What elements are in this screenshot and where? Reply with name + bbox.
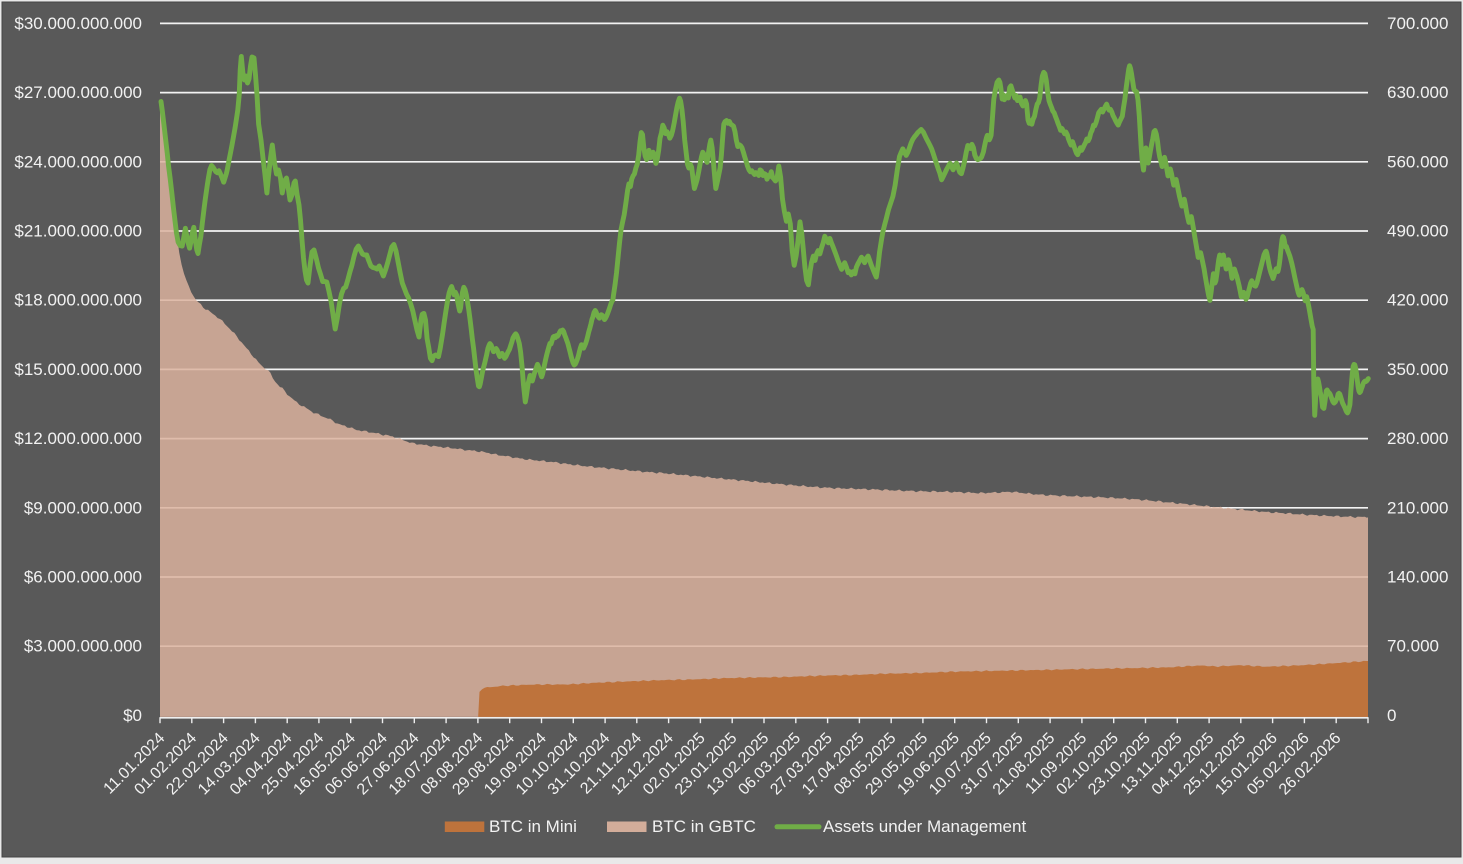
svg-text:140.000: 140.000 [1387, 568, 1448, 587]
svg-text:$9.000.000.000: $9.000.000.000 [24, 498, 142, 517]
svg-text:490.000: 490.000 [1387, 222, 1448, 241]
svg-text:350.000: 350.000 [1387, 360, 1448, 379]
svg-text:$27.000.000.000: $27.000.000.000 [14, 83, 142, 102]
svg-text:0: 0 [1387, 706, 1396, 725]
svg-text:$30.000.000.000: $30.000.000.000 [14, 14, 142, 33]
svg-text:$21.000.000.000: $21.000.000.000 [14, 222, 142, 241]
svg-text:630.000: 630.000 [1387, 83, 1448, 102]
svg-text:$18.000.000.000: $18.000.000.000 [14, 291, 142, 310]
svg-text:70.000: 70.000 [1387, 637, 1439, 656]
svg-text:$0: $0 [123, 706, 142, 725]
svg-text:$12.000.000.000: $12.000.000.000 [14, 429, 142, 448]
svg-text:420.000: 420.000 [1387, 291, 1448, 310]
svg-text:$6.000.000.000: $6.000.000.000 [24, 568, 142, 587]
svg-text:BTC in Mini: BTC in Mini [489, 817, 577, 836]
svg-text:$3.000.000.000: $3.000.000.000 [24, 637, 142, 656]
svg-text:280.000: 280.000 [1387, 429, 1448, 448]
svg-text:$24.000.000.000: $24.000.000.000 [14, 152, 142, 171]
svg-text:$15.000.000.000: $15.000.000.000 [14, 360, 142, 379]
svg-text:560.000: 560.000 [1387, 152, 1448, 171]
svg-text:Assets under Management: Assets under Management [823, 817, 1026, 836]
svg-text:BTC in GBTC: BTC in GBTC [652, 817, 756, 836]
svg-text:700.000: 700.000 [1387, 14, 1448, 33]
svg-text:210.000: 210.000 [1387, 498, 1448, 517]
